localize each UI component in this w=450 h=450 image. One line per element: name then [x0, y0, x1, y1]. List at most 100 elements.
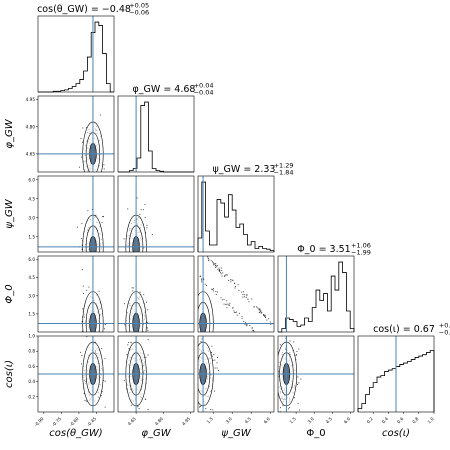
- sample-point: [225, 274, 227, 276]
- sample-point: [241, 317, 243, 319]
- y-tick-label: 4.5: [28, 196, 35, 201]
- sample-point: [201, 279, 203, 281]
- sample-point: [104, 406, 106, 408]
- sample-point: [138, 408, 140, 410]
- sample-point: [211, 288, 213, 290]
- sample-point: [142, 209, 144, 211]
- sample-point: [288, 408, 290, 410]
- sample-point: [146, 224, 148, 226]
- sample-point: [123, 238, 125, 240]
- sample-point: [236, 311, 237, 313]
- sample-point: [218, 267, 220, 269]
- sample-point: [229, 304, 231, 306]
- y-tick-label: 4.65: [26, 151, 36, 156]
- sample-point: [215, 264, 217, 266]
- sample-point: [245, 324, 247, 326]
- sample-point: [289, 407, 291, 409]
- sample-point: [200, 340, 202, 342]
- sample-point: [80, 351, 82, 353]
- sample-point: [213, 390, 215, 392]
- sample-point: [147, 329, 149, 331]
- sample-point: [146, 227, 148, 229]
- x-tick-label: 4.65: [127, 416, 137, 426]
- sample-point: [212, 359, 214, 361]
- title-psi_gw: ψ_GW = 2.33: [213, 164, 276, 175]
- sample-point: [104, 328, 106, 330]
- sample-point: [81, 330, 83, 332]
- sample-point: [220, 273, 222, 275]
- sample-point: [128, 348, 130, 350]
- sample-point: [223, 299, 225, 300]
- sample-point: [228, 304, 230, 306]
- title-phi_gw: φ_GW = 4.68: [133, 84, 196, 95]
- x-tick-label: 0.2: [366, 416, 374, 424]
- sample-point: [244, 294, 246, 296]
- sample-point: [263, 314, 265, 315]
- hist-panel-cos_theta: cos(θ_GW) = −0.48+0.05−0.06: [37, 2, 149, 93]
- sample-point: [270, 323, 272, 325]
- x-tick-label: -0.60: [68, 416, 79, 427]
- panel-cos_theta-vs-phi_gw: [37, 95, 115, 173]
- sample-point: [215, 265, 217, 267]
- sample-point: [208, 260, 210, 262]
- sample-point: [221, 270, 223, 272]
- panel-cos_theta-vs-psi_gw: [37, 175, 115, 253]
- sample-point: [216, 367, 218, 369]
- sample-point: [241, 291, 243, 293]
- sample-point: [83, 393, 85, 395]
- sample-point: [230, 281, 232, 283]
- y-axis-label-phi_gw: φ_GW: [4, 118, 15, 148]
- sample-point: [100, 394, 102, 396]
- x-axis-label-cos_theta: cos(θ_GW): [49, 428, 102, 439]
- sample-point: [233, 311, 235, 313]
- sample-point: [201, 281, 203, 283]
- sample-point: [246, 293, 248, 295]
- panel-phi0-vs-cos_iota: [277, 335, 355, 413]
- sample-point: [86, 127, 88, 128]
- sample-point: [147, 409, 149, 411]
- sample-point: [103, 168, 105, 170]
- sample-point: [297, 384, 299, 385]
- sample-point: [88, 286, 90, 288]
- sample-point: [293, 397, 295, 399]
- sample-point: [231, 279, 233, 281]
- sample-point: [214, 359, 216, 361]
- axes-frame: [197, 335, 275, 413]
- sample-point: [242, 294, 244, 295]
- axes-frame: [197, 175, 275, 253]
- sample-point: [279, 411, 281, 412]
- sample-point: [199, 275, 201, 277]
- sample-point: [285, 337, 287, 339]
- axes-frame: [277, 335, 355, 413]
- axes-frame: [37, 15, 115, 93]
- sample-point: [104, 380, 106, 382]
- sample-point: [282, 404, 284, 406]
- sample-point: [260, 312, 262, 314]
- y-tick-label: 0.6: [28, 364, 35, 369]
- sample-point: [237, 284, 239, 286]
- sample-point: [295, 355, 297, 356]
- sample-point: [257, 307, 259, 309]
- hist-panel-psi_gw: ψ_GW = 2.33+1.29−1.84: [197, 162, 294, 253]
- sample-point: [265, 317, 266, 318]
- sample-point: [242, 296, 244, 298]
- sample-point: [216, 362, 218, 364]
- sample-point: [232, 280, 234, 281]
- title-minus-phi_gw: −0.04: [194, 89, 214, 97]
- sample-point: [220, 267, 222, 269]
- y-tick-label: 1.5: [28, 234, 35, 239]
- sample-point: [206, 284, 208, 286]
- sample-point: [139, 213, 141, 215]
- sample-point: [229, 302, 231, 304]
- sample-point: [217, 356, 218, 358]
- sample-point: [293, 341, 295, 343]
- sample-point: [126, 353, 128, 355]
- sample-point: [289, 340, 291, 342]
- sample-point: [230, 279, 232, 281]
- sample-point: [82, 127, 84, 129]
- y-tick-label: 6.0: [28, 257, 35, 262]
- sample-point: [217, 369, 219, 371]
- y-tick-label: 3.0: [28, 293, 35, 298]
- sample-point: [82, 308, 84, 310]
